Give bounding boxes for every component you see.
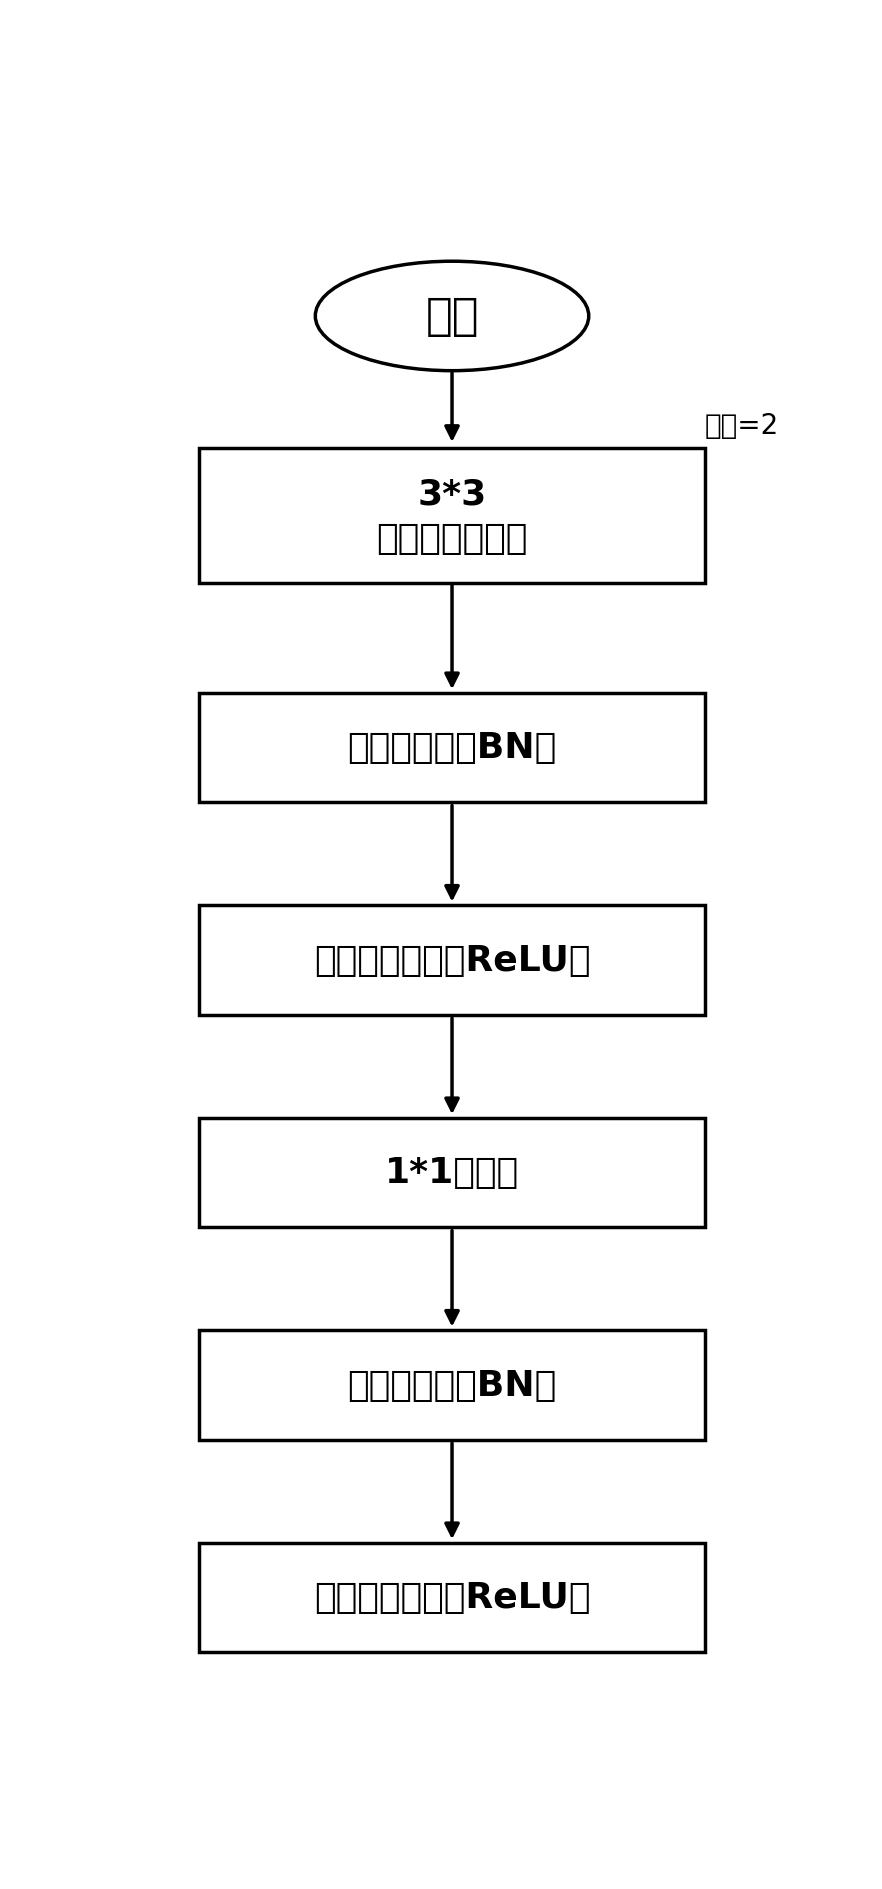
- Text: 批量规范化（BN）: 批量规范化（BN）: [348, 731, 557, 765]
- Text: 输入: 输入: [425, 295, 479, 338]
- Bar: [199, 905, 705, 1014]
- Text: 3*3
深度分离卷积层: 3*3 深度分离卷积层: [377, 476, 527, 555]
- Bar: [199, 693, 705, 803]
- Text: 批量规范化（BN）: 批量规范化（BN）: [348, 1368, 557, 1402]
- Text: 修正线性单元（ReLU）: 修正线性单元（ReLU）: [314, 943, 590, 977]
- Text: 修正线性单元（ReLU）: 修正线性单元（ReLU）: [314, 1581, 590, 1615]
- Bar: [199, 1118, 705, 1228]
- Bar: [199, 450, 705, 584]
- Bar: [199, 1543, 705, 1653]
- Text: 步长=2: 步长=2: [705, 412, 779, 440]
- Bar: [199, 1330, 705, 1439]
- Text: 1*1卷积层: 1*1卷积层: [385, 1156, 519, 1190]
